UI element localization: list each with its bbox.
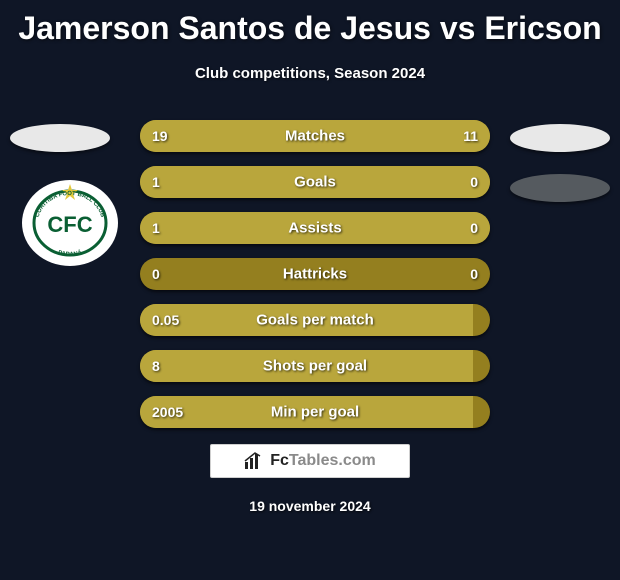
logo-text: FcTables.com	[270, 452, 376, 470]
stat-row: 1 Goals 0	[140, 166, 490, 198]
stat-row: 19 Matches 11	[140, 120, 490, 152]
bars-icon	[244, 452, 266, 470]
stat-label: Matches	[285, 128, 345, 145]
club-right-placeholder	[510, 174, 610, 202]
fctables-logo: FcTables.com	[210, 444, 410, 478]
stat-label: Hattricks	[283, 266, 347, 283]
stat-right-value: 0	[470, 220, 478, 236]
stat-label: Min per goal	[271, 404, 359, 421]
svg-text:CFC: CFC	[47, 212, 92, 237]
stat-left-value: 0.05	[152, 312, 179, 328]
stat-right-value: 0	[470, 266, 478, 282]
player-right-placeholder	[510, 124, 610, 152]
comparison-bars: 19Matches111Goals01Assists00Hattricks00.…	[140, 120, 490, 442]
stat-label: Shots per goal	[263, 358, 367, 375]
stat-row: 2005 Min per goal	[140, 396, 490, 428]
stat-label: Goals	[294, 174, 336, 191]
stat-left-value: 2005	[152, 404, 183, 420]
stat-left-value: 19	[152, 128, 168, 144]
bar-fill-left	[140, 212, 403, 244]
stat-left-value: 1	[152, 174, 160, 190]
subtitle: Club competitions, Season 2024	[0, 65, 620, 82]
club-crest-left: CFC CORITIBA FOOT BALL CLUB PARANÁ	[20, 178, 120, 268]
stat-row: 8 Shots per goal	[140, 350, 490, 382]
stat-row: 0 Hattricks 0	[140, 258, 490, 290]
bar-fill-left	[140, 166, 403, 198]
stat-left-value: 1	[152, 220, 160, 236]
page-title: Jamerson Santos de Jesus vs Ericson	[0, 0, 620, 47]
stat-row: 0.05 Goals per match	[140, 304, 490, 336]
stat-row: 1 Assists 0	[140, 212, 490, 244]
player-left-placeholder	[10, 124, 110, 152]
stat-left-value: 0	[152, 266, 160, 282]
stat-right-value: 11	[463, 128, 478, 144]
stat-label: Assists	[288, 220, 341, 237]
stat-left-value: 8	[152, 358, 160, 374]
stat-right-value: 0	[470, 174, 478, 190]
date-text: 19 november 2024	[249, 498, 370, 514]
stat-label: Goals per match	[256, 312, 374, 329]
